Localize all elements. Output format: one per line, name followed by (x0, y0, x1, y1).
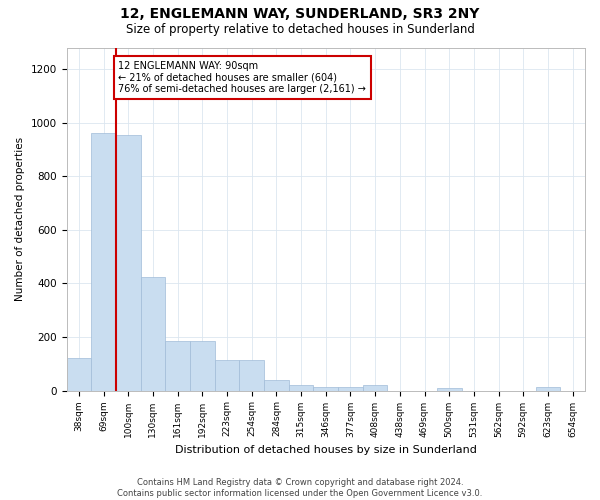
Bar (215, 360, 239, 390)
Text: Contains HM Land Registry data © Crown copyright and database right 2024.
Contai: Contains HM Land Registry data © Crown c… (118, 478, 482, 498)
Bar (338, 386, 363, 390)
Bar (363, 385, 388, 390)
Bar (289, 385, 313, 390)
Text: 12 ENGLEMANN WAY: 90sqm
← 21% of detached houses are smaller (604)
76% of semi-d: 12 ENGLEMANN WAY: 90sqm ← 21% of detache… (118, 61, 366, 94)
Bar (116, 134, 140, 390)
Bar (165, 341, 190, 390)
Text: Size of property relative to detached houses in Sunderland: Size of property relative to detached ho… (125, 22, 475, 36)
Bar (67, 358, 91, 390)
Bar (437, 388, 461, 390)
Bar (91, 134, 116, 390)
Bar (190, 341, 215, 390)
X-axis label: Distribution of detached houses by size in Sunderland: Distribution of detached houses by size … (175, 445, 477, 455)
Bar (239, 360, 264, 390)
Bar (140, 276, 165, 390)
Bar (313, 386, 338, 390)
Y-axis label: Number of detached properties: Number of detached properties (15, 137, 25, 301)
Bar (536, 386, 560, 390)
Bar (264, 380, 289, 390)
Text: 12, ENGLEMANN WAY, SUNDERLAND, SR3 2NY: 12, ENGLEMANN WAY, SUNDERLAND, SR3 2NY (121, 8, 479, 22)
